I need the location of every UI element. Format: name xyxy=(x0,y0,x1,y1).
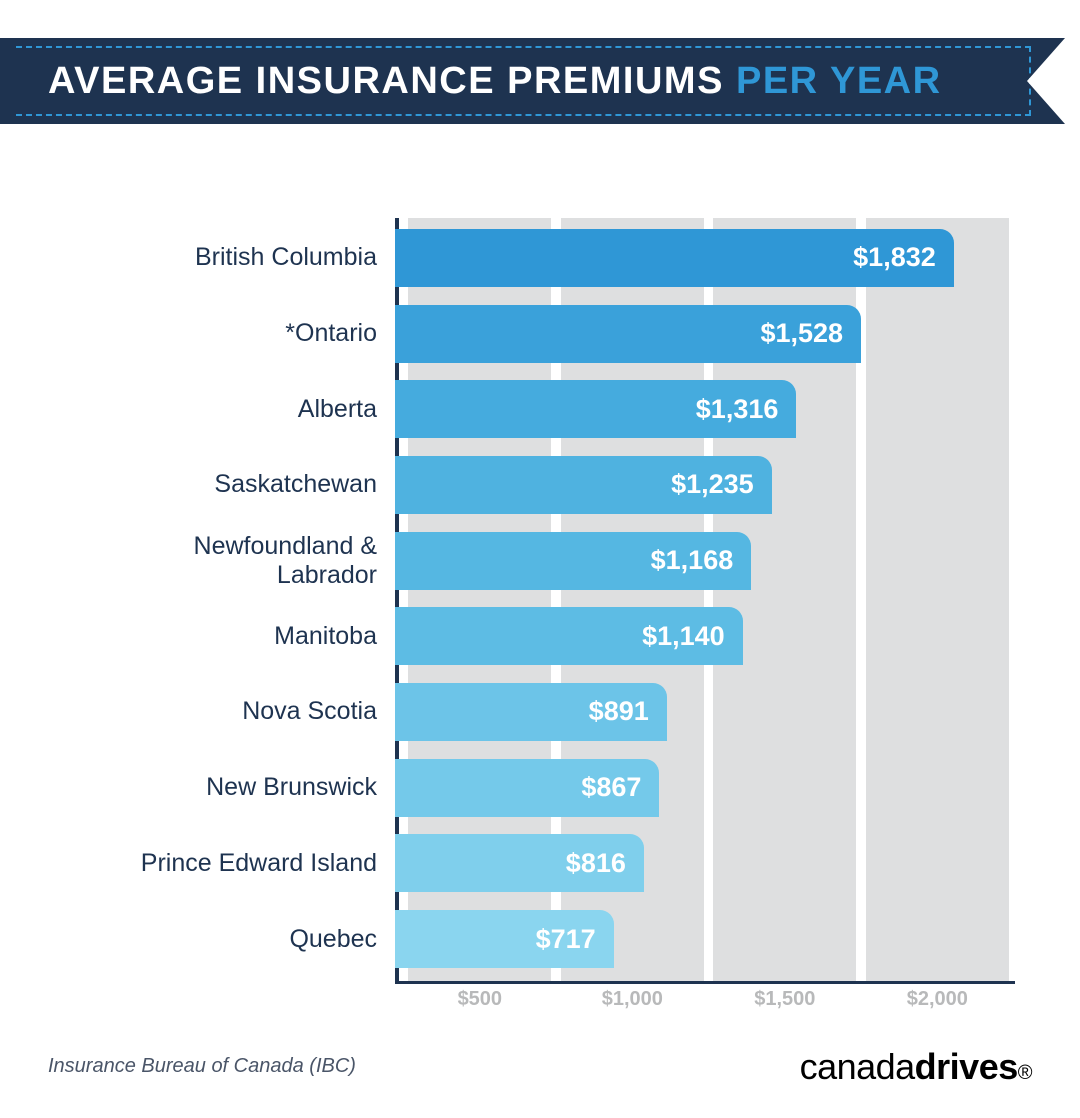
bar-track: $1,168 xyxy=(395,532,1015,590)
bar-row: Alberta $1,316 xyxy=(95,376,1015,442)
bar-track: $1,235 xyxy=(395,456,1015,514)
x-tick-label: $1,500 xyxy=(754,988,815,1011)
bar-value-label: $1,235 xyxy=(671,469,754,500)
bar-category-label: Saskatchewan xyxy=(95,470,395,499)
bar-row: Prince Edward Island $816 xyxy=(95,830,1015,896)
bar-track: $1,140 xyxy=(395,607,1015,665)
bar: $867 xyxy=(395,759,659,817)
bar-category-label: Quebec xyxy=(95,925,395,954)
bar-track: $1,528 xyxy=(395,305,1015,363)
bar-chart: $500 $1,000 $1,500 $2,000 British Columbia $… xyxy=(95,218,1015,1008)
bar-value-label: $717 xyxy=(536,924,596,955)
x-axis xyxy=(395,981,1015,984)
bar-row: British Columbia $1,832 xyxy=(95,225,1015,291)
bar-row: Newfoundland & Labrador $1,168 xyxy=(95,528,1015,594)
bar-row: *Ontario $1,528 xyxy=(95,301,1015,367)
bar: $1,235 xyxy=(395,456,772,514)
title-main: AVERAGE INSURANCE PREMIUMS xyxy=(48,60,736,102)
bar-category-label: Nova Scotia xyxy=(95,697,395,726)
bar-track: $816 xyxy=(395,834,1015,892)
bar-value-label: $1,140 xyxy=(642,621,725,652)
brand-part2: drives xyxy=(915,1046,1018,1087)
x-tick-label: $500 xyxy=(458,988,503,1011)
bar: $717 xyxy=(395,910,614,968)
bar-category-label: *Ontario xyxy=(95,319,395,348)
bar-category-label: Newfoundland & Labrador xyxy=(95,532,395,590)
bar-track: $867 xyxy=(395,759,1015,817)
bar-row: Nova Scotia $891 xyxy=(95,679,1015,745)
bar-value-label: $1,168 xyxy=(651,545,734,576)
bar-track: $717 xyxy=(395,910,1015,968)
brand-logo: canadadrives® xyxy=(800,1046,1032,1088)
bar: $891 xyxy=(395,683,667,741)
bar-value-label: $1,832 xyxy=(853,242,936,273)
brand-suffix: ® xyxy=(1018,1062,1032,1084)
bar-track: $1,832 xyxy=(395,229,1015,287)
bar-category-label: New Brunswick xyxy=(95,773,395,802)
bar: $1,528 xyxy=(395,305,861,363)
x-tick-label: $2,000 xyxy=(907,988,968,1011)
bar-value-label: $816 xyxy=(566,848,626,879)
bar: $1,168 xyxy=(395,532,751,590)
brand-part1: canada xyxy=(800,1046,915,1087)
x-tick-labels: $500 $1,000 $1,500 $2,000 xyxy=(399,988,1015,1012)
x-tick-label: $1,000 xyxy=(602,988,663,1011)
bars-container: British Columbia $1,832 *Ontario $1,528 Albe… xyxy=(95,220,1015,977)
source-note: Insurance Bureau of Canada (IBC) xyxy=(48,1055,356,1078)
bar-row: New Brunswick $867 xyxy=(95,755,1015,821)
page-title: AVERAGE INSURANCE PREMIUMS PER YEAR xyxy=(48,60,942,103)
title-accent: PER YEAR xyxy=(736,60,942,102)
bar-value-label: $891 xyxy=(589,696,649,727)
bar-row: Quebec $717 xyxy=(95,906,1015,972)
bar-category-label: Prince Edward Island xyxy=(95,849,395,878)
bar-category-label: Manitoba xyxy=(95,622,395,651)
bar: $1,316 xyxy=(395,380,796,438)
bar: $816 xyxy=(395,834,644,892)
bar: $1,140 xyxy=(395,607,743,665)
bar-row: Saskatchewan $1,235 xyxy=(95,452,1015,518)
bar: $1,832 xyxy=(395,229,954,287)
bar-track: $891 xyxy=(395,683,1015,741)
header-ribbon: AVERAGE INSURANCE PREMIUMS PER YEAR xyxy=(0,38,1065,124)
bar-category-label: British Columbia xyxy=(95,243,395,272)
bar-value-label: $1,316 xyxy=(696,394,779,425)
bar-value-label: $867 xyxy=(581,772,641,803)
bar-value-label: $1,528 xyxy=(760,318,843,349)
bar-track: $1,316 xyxy=(395,380,1015,438)
bar-row: Manitoba $1,140 xyxy=(95,603,1015,669)
bar-category-label: Alberta xyxy=(95,395,395,424)
